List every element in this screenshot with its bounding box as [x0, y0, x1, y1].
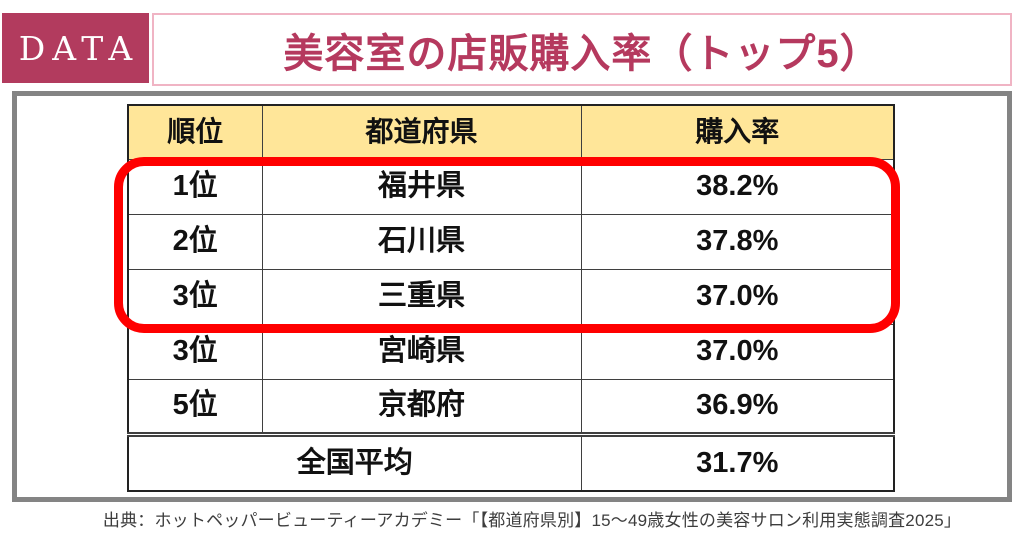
table-row: 5位 京都府 36.9%	[127, 378, 895, 435]
summary-rate-cell: 31.7%	[580, 431, 895, 492]
rank-cell: 3位	[127, 323, 263, 380]
title-box: 美容室の店販購入率（トップ5）	[152, 13, 1012, 86]
summary-label-cell: 全国平均	[127, 431, 582, 492]
rate-cell: 37.8%	[580, 213, 895, 270]
rank-cell: 5位	[127, 378, 263, 435]
prefecture-cell: 三重県	[261, 268, 582, 325]
header-row: 順位 都道府県 購入率	[127, 104, 895, 160]
prefecture-cell: 宮崎県	[261, 323, 582, 380]
ranking-table: 順位 都道府県 購入率 1位 福井県 38.2% 2位 石川県 37.8% 3位…	[127, 104, 895, 492]
rank-cell: 3位	[127, 268, 263, 325]
data-badge: DATA	[2, 13, 149, 83]
summary-row: 全国平均 31.7%	[127, 431, 895, 492]
data-badge-label: DATA	[18, 28, 140, 68]
column-header-rate: 購入率	[580, 104, 895, 160]
table-row: 2位 石川県 37.8%	[127, 213, 895, 270]
rate-cell: 37.0%	[580, 268, 895, 325]
rank-cell: 1位	[127, 158, 263, 215]
prefecture-cell: 京都府	[261, 378, 582, 435]
table-row: 3位 宮崎県 37.0%	[127, 323, 895, 380]
table-row: 3位 三重県 37.0%	[127, 268, 895, 325]
column-header-rank: 順位	[127, 104, 263, 160]
page-title: 美容室の店販購入率（トップ5）	[283, 31, 881, 76]
table-row: 1位 福井県 38.2%	[127, 158, 895, 215]
prefecture-cell: 石川県	[261, 213, 582, 270]
prefecture-cell: 福井県	[261, 158, 582, 215]
source-caption: 出典：ホットペッパービューティーアカデミー「【都道府県別】15～49歳女性の美容…	[102, 511, 962, 530]
rate-cell: 38.2%	[580, 158, 895, 215]
rank-cell: 2位	[127, 213, 263, 270]
rate-cell: 36.9%	[580, 378, 895, 435]
rate-cell: 37.0%	[580, 323, 895, 380]
column-header-prefecture: 都道府県	[261, 104, 582, 160]
